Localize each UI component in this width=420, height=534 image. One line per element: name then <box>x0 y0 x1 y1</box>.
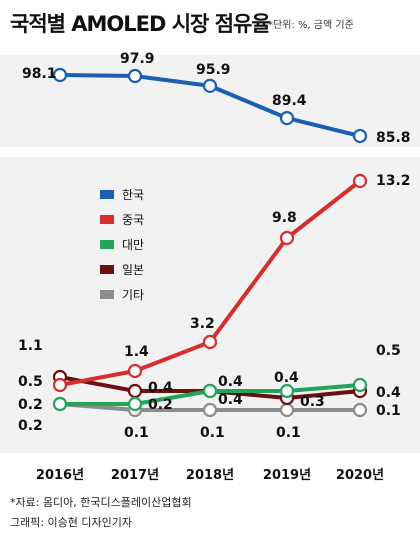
data-label-일본-4: 0.4 <box>376 385 401 401</box>
point-한국-1 <box>127 68 143 84</box>
data-label-한국-4: 85.8 <box>376 130 411 146</box>
x-tick-label-1: 2017년 <box>111 468 159 483</box>
data-label-일본-1: 0.4 <box>148 380 173 396</box>
point-한국-0 <box>52 67 68 83</box>
point-중국-0 <box>52 377 68 393</box>
chart-title: 국적별 AMOLED 시장 점유율 <box>10 12 271 36</box>
legend-swatch-중국 <box>100 215 114 224</box>
unit-note: *단위: %, 금액 기준 <box>268 20 354 31</box>
legend-label-일본: 일본 <box>122 263 144 277</box>
data-label-일본-3: 0.3 <box>300 394 325 410</box>
data-label-일본-2: 0.4 <box>218 374 243 390</box>
data-label-중국-3: 9.8 <box>272 210 297 226</box>
x-tick-label-4: 2020년 <box>336 468 384 483</box>
data-label-중국-4: 13.2 <box>376 173 411 189</box>
data-label-한국-3: 89.4 <box>272 93 307 109</box>
data-label-기타-0: 0.2 <box>18 418 43 434</box>
data-label-기타-4: 0.1 <box>376 403 401 419</box>
point-대만-3 <box>279 383 295 399</box>
legend-label-기타: 기타 <box>122 288 144 302</box>
legend-label-중국: 중국 <box>122 213 144 227</box>
x-tick-label-0: 2016년 <box>36 468 84 483</box>
data-label-한국-2: 95.9 <box>196 62 231 78</box>
data-label-기타-1: 0.1 <box>124 425 149 441</box>
point-중국-1 <box>127 363 143 379</box>
legend-swatch-대만 <box>100 240 114 249</box>
point-대만-2 <box>202 383 218 399</box>
data-label-중국-2: 3.2 <box>190 316 215 332</box>
data-label-대만-0: 0.2 <box>18 397 43 413</box>
legend-swatch-기타 <box>100 290 114 299</box>
point-대만-4 <box>352 377 368 393</box>
point-중국-3 <box>279 230 295 246</box>
data-label-기타-2: 0.1 <box>200 425 225 441</box>
point-한국-4 <box>352 128 368 144</box>
data-label-일본-0: 1.1 <box>18 338 43 354</box>
data-label-한국-1: 97.9 <box>120 51 155 67</box>
point-한국-2 <box>202 78 218 94</box>
point-대만-1 <box>127 396 143 412</box>
data-label-기타-3: 0.1 <box>276 425 301 441</box>
data-label-대만-2: 0.4 <box>218 392 243 408</box>
data-label-대만-4: 0.5 <box>376 343 401 359</box>
data-label-중국-1: 1.4 <box>124 344 149 360</box>
x-tick-label-2: 2018년 <box>186 468 234 483</box>
point-중국-2 <box>202 334 218 350</box>
point-기타-3 <box>279 402 295 418</box>
legend-label-대만: 대만 <box>122 238 144 252</box>
data-label-중국-0: 0.5 <box>18 374 43 390</box>
point-기타-4 <box>352 402 368 418</box>
point-대만-0 <box>52 396 68 412</box>
data-label-대만-1: 0.2 <box>148 397 173 413</box>
data-label-대만-3: 0.4 <box>274 370 299 386</box>
legend-swatch-일본 <box>100 265 114 274</box>
data-label-한국-0: 98.1 <box>22 66 57 82</box>
source-note: *자료: 옴디아, 한국디스플레이산업협회 <box>10 496 192 509</box>
point-중국-4 <box>352 173 368 189</box>
x-tick-label-3: 2019년 <box>263 468 311 483</box>
credit-note: 그래픽: 이승현 디자인기자 <box>10 516 133 529</box>
legend-label-한국: 한국 <box>122 188 144 202</box>
point-일본-1 <box>127 383 143 399</box>
point-한국-3 <box>279 110 295 126</box>
legend-swatch-한국 <box>100 190 114 199</box>
point-기타-2 <box>202 402 218 418</box>
